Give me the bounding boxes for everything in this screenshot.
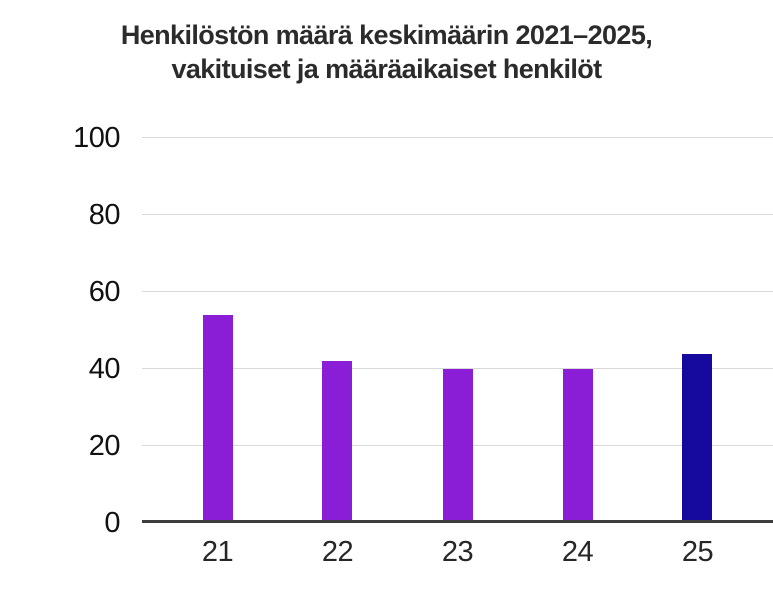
y-tick-label-60: 60 [88, 276, 121, 308]
bar-22 [322, 361, 353, 523]
x-tick-label-22: 22 [321, 536, 354, 568]
x-tick-label-23: 23 [441, 536, 474, 568]
bar-23 [442, 369, 473, 523]
plot-area [142, 137, 773, 523]
chart-title: Henkilöstön määrä keskimäärin 2021–2025,… [0, 18, 773, 86]
x-axis-line [142, 520, 773, 523]
x-tick-label-24: 24 [561, 536, 594, 568]
x-tick-label-25: 25 [681, 536, 714, 568]
y-tick-label-100: 100 [73, 122, 120, 154]
y-tick-label-20: 20 [88, 430, 121, 462]
chart-title-line2: vakituiset ja määräaikaiset henkilöt [171, 54, 602, 84]
gridline-40 [142, 368, 773, 369]
y-tick-label-40: 40 [88, 353, 121, 385]
bar-21 [202, 315, 233, 523]
y-tick-label-0: 0 [104, 507, 120, 539]
gridline-60 [142, 291, 773, 292]
gridline-100 [142, 137, 773, 138]
y-tick-label-80: 80 [88, 199, 121, 231]
bar-25 [682, 353, 713, 523]
gridline-80 [142, 214, 773, 215]
bar-24 [562, 369, 593, 523]
x-tick-label-21: 21 [201, 536, 234, 568]
chart-title-line1: Henkilöstön määrä keskimäärin 2021–2025, [120, 20, 653, 50]
